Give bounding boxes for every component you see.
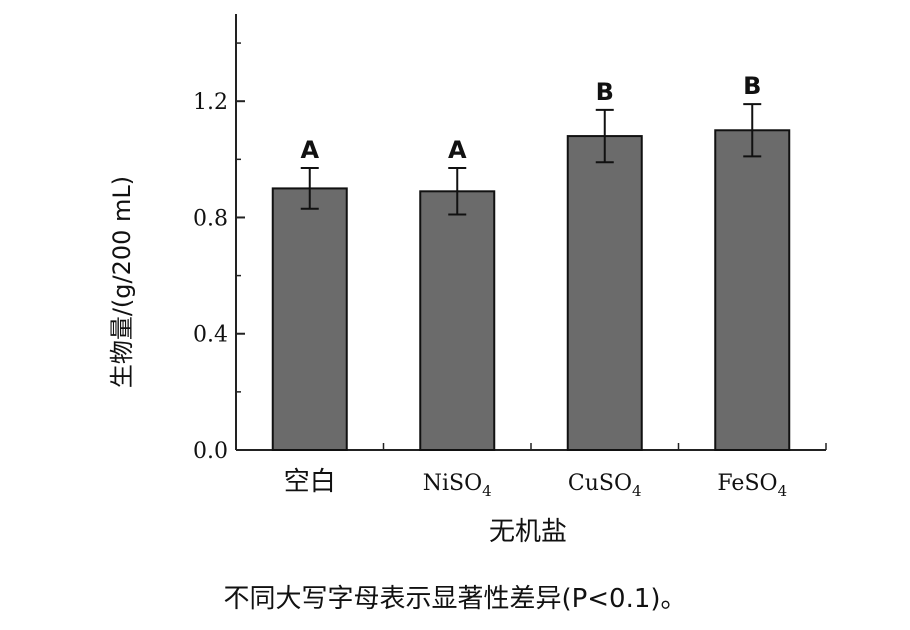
y-tick-label: 0.4	[193, 323, 228, 348]
y-tick-label: 0.0	[193, 439, 228, 464]
category-label: NiSO4	[423, 471, 492, 500]
y-axis-title: 生物量/(g/200 mL)	[108, 176, 136, 388]
category-label: CuSO4	[568, 471, 642, 500]
category-label: 空白	[284, 467, 336, 497]
significance-label: B	[596, 78, 614, 106]
y-tick-label: 0.8	[193, 206, 228, 231]
labels: 0.0 0.4 0.8 1.2 A 空白 A NiSO4 B CuSO4 B FeSO4	[193, 72, 787, 500]
significance-label: B	[743, 72, 761, 100]
bar-chart: 0.0 0.4 0.8 1.2 A 空白 A NiSO4 B CuSO4 B FeSO4 无机盐 生物…	[108, 14, 827, 547]
bars	[271, 103, 791, 452]
significance-label: A	[448, 136, 467, 164]
bar	[419, 190, 496, 451]
significance-label: A	[300, 136, 319, 164]
bar	[271, 187, 348, 451]
bar	[566, 135, 643, 452]
category-label: FeSO4	[717, 471, 787, 500]
y-tick-label: 1.2	[193, 90, 228, 115]
x-axis-title: 无机盐	[489, 517, 567, 547]
figure-caption: 不同大写字母表示显著性差异(P<0.1)。	[223, 584, 687, 614]
bar	[714, 129, 791, 451]
